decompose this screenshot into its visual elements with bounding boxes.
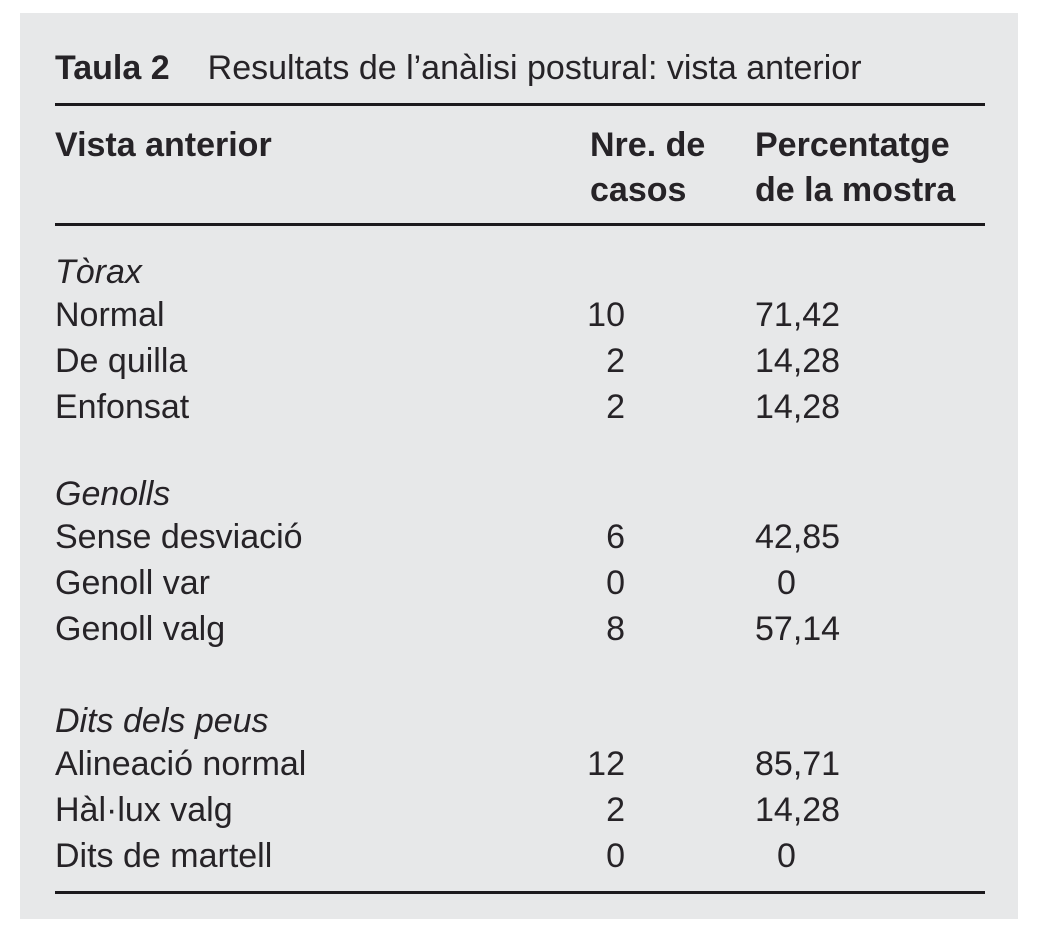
table-row: Enfonsat 2 14,28: [55, 384, 985, 430]
section-heading-torax: Tòrax: [55, 253, 142, 291]
table-row: Alineació normal 12 85,71: [55, 741, 985, 787]
header-pct-line1: Percentatge: [755, 126, 950, 164]
header-nre-line1: Nre. de: [590, 126, 706, 164]
header-percentatge: Percentatge de la mostra: [755, 123, 985, 213]
cases-value: 2: [606, 388, 625, 426]
cases-value: 2: [606, 791, 625, 829]
table-number: Taula 2: [55, 49, 170, 87]
percent-value: 14,28: [755, 342, 841, 380]
table-row: Sense desviació 6 42,85: [55, 514, 985, 560]
table-row: Normal 10 71,42: [55, 292, 985, 338]
table-caption: Taula 2 Resultats de l’anàlisi postural: …: [55, 13, 985, 89]
cases-value: 0: [606, 564, 625, 602]
cases-value: 12: [587, 745, 625, 783]
rule-top: [55, 103, 985, 106]
row-label: Genoll var: [55, 564, 210, 602]
percent-value: 14,28: [755, 388, 841, 426]
section-heading-genolls: Genolls: [55, 475, 171, 513]
table-panel: Taula 2 Resultats de l’anàlisi postural: …: [20, 13, 1018, 919]
cases-value: 2: [606, 342, 625, 380]
percent-value: 0: [777, 564, 796, 602]
percent-value: 85,71: [755, 745, 841, 783]
section-heading-dits-dels-peus: Dits dels peus: [55, 702, 269, 740]
percent-value: 42,85: [755, 518, 841, 556]
table-row: De quilla 2 14,28: [55, 338, 985, 384]
percent-value: 57,14: [755, 610, 841, 648]
row-label: Enfonsat: [55, 388, 190, 426]
percent-value: 0: [777, 837, 796, 875]
cases-value: 10: [587, 296, 625, 334]
row-label: Hàl·lux valg: [55, 791, 233, 829]
header-vista-anterior: Vista anterior: [55, 126, 272, 164]
table-header-row: Vista anterior Nre. de casos Percentatge…: [55, 123, 985, 213]
table-title-text: Resultats de l’anàlisi postural: vista a…: [207, 49, 862, 87]
table-row: Genoll var 0 0: [55, 560, 985, 606]
row-label: De quilla: [55, 342, 188, 380]
rule-header-bottom: [55, 223, 985, 226]
cases-value: 0: [606, 837, 625, 875]
row-label: Alineació normal: [55, 745, 307, 783]
header-nre-line2: casos: [590, 171, 687, 209]
cases-value: 6: [606, 518, 625, 556]
percent-value: 71,42: [755, 296, 841, 334]
table-row: Genoll valg 8 57,14: [55, 606, 985, 652]
rule-bottom: [55, 891, 985, 894]
percent-value: 14,28: [755, 791, 841, 829]
table-content: Taula 2 Resultats de l’anàlisi postural: …: [20, 13, 1018, 894]
row-label: Genoll valg: [55, 610, 226, 648]
table-row: Hàl·lux valg 2 14,28: [55, 787, 985, 833]
cases-value: 8: [606, 610, 625, 648]
header-pct-line2: de la mostra: [755, 171, 956, 209]
row-label: Dits de martell: [55, 837, 273, 875]
header-nre-de-casos: Nre. de casos: [590, 123, 755, 213]
table-row: Dits de martell 0 0: [55, 833, 985, 879]
row-label: Normal: [55, 296, 165, 334]
row-label: Sense desviació: [55, 518, 303, 556]
